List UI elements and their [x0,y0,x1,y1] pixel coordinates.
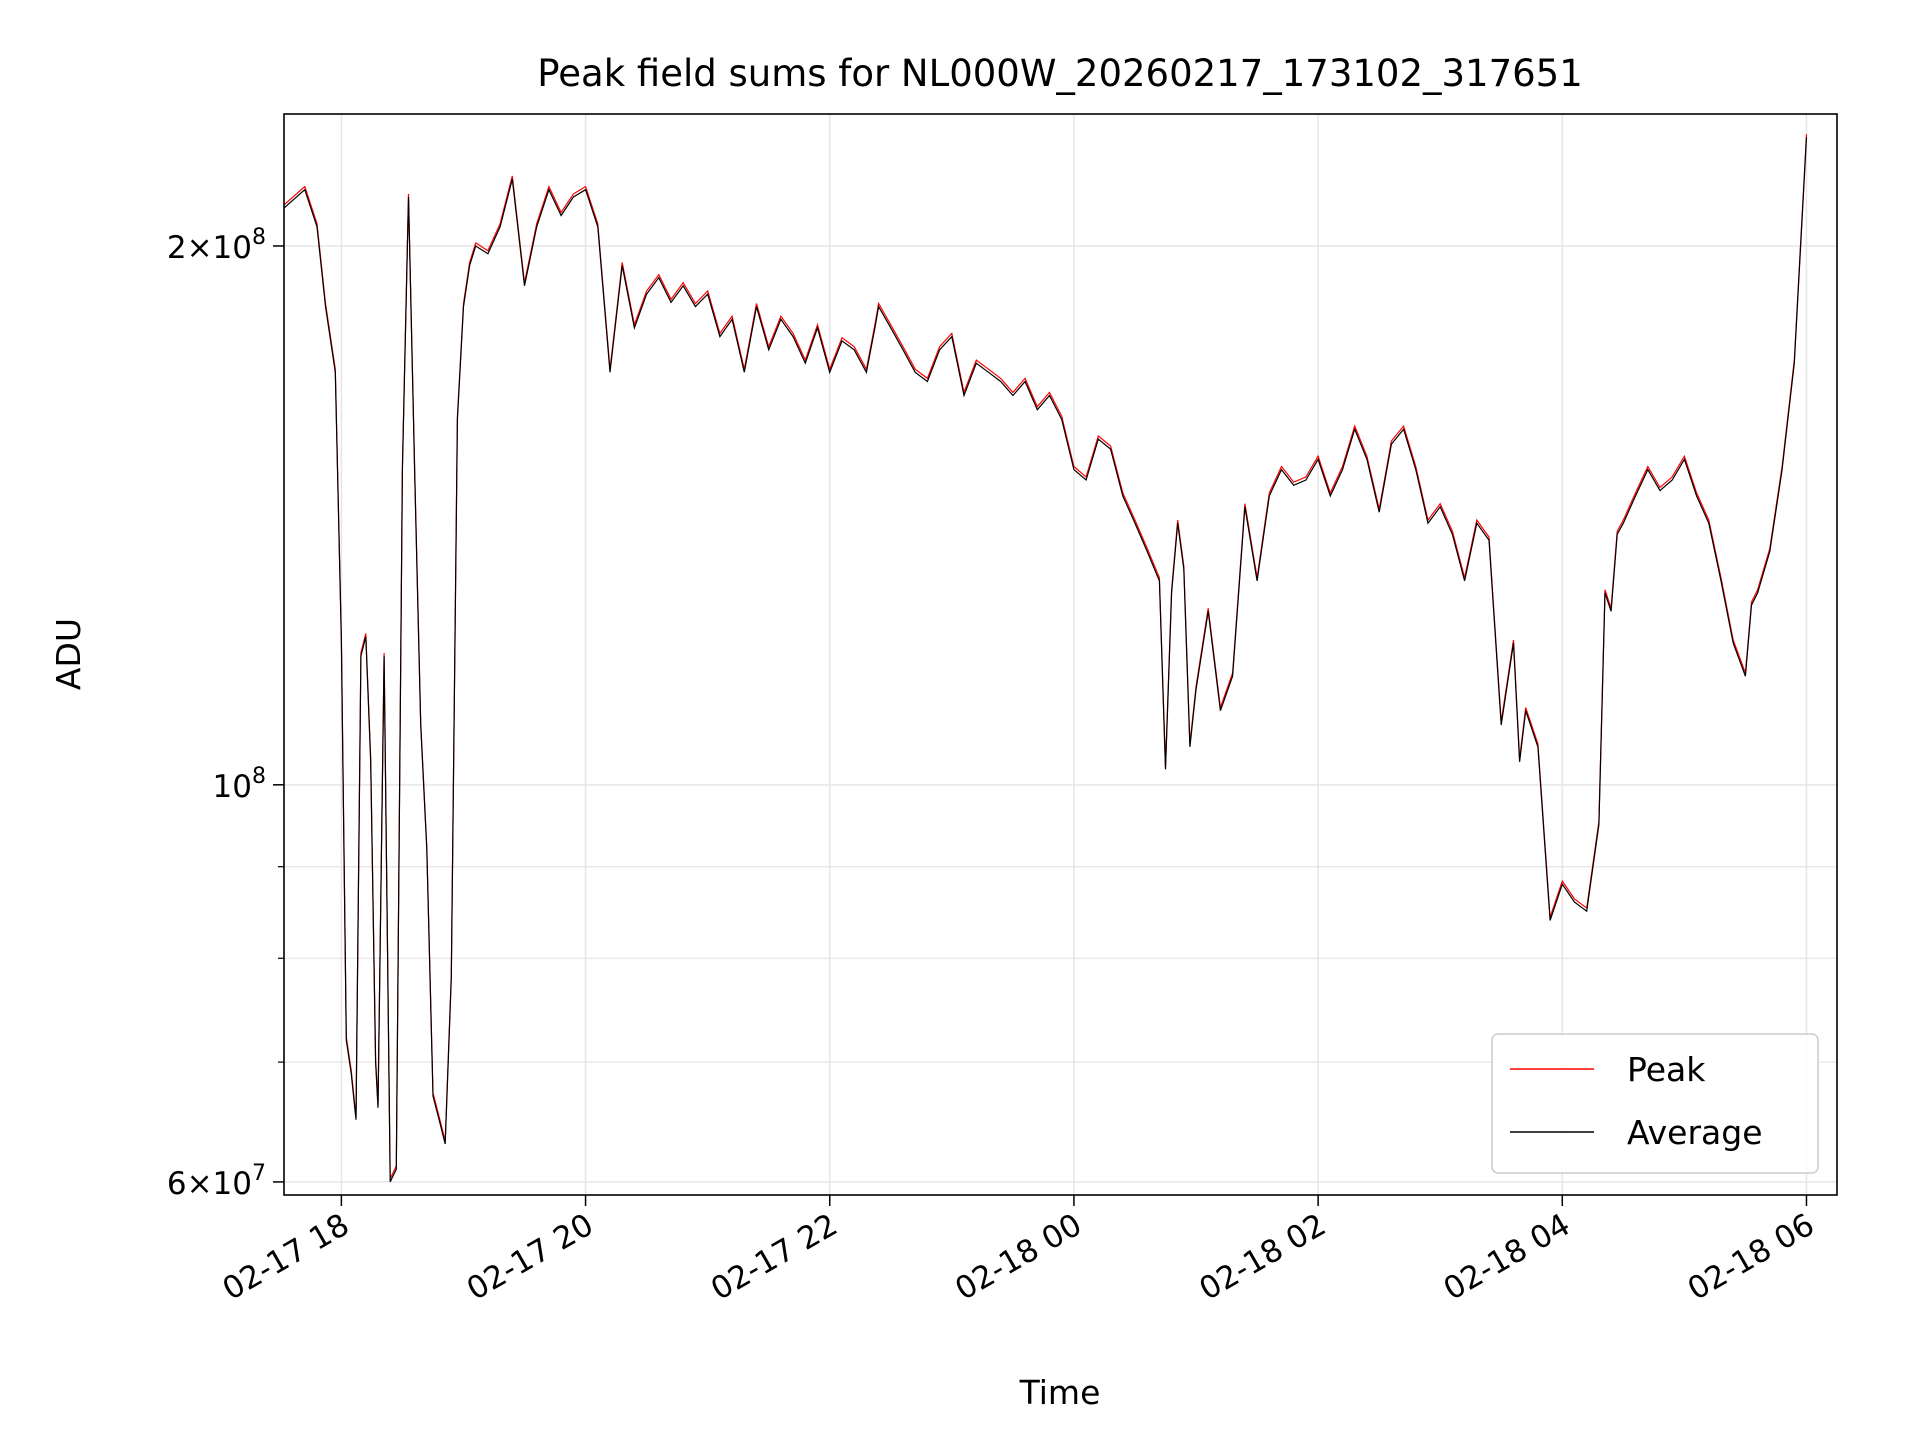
x-tick-label: 02-17 18 [217,1207,356,1308]
x-tick-label: 02-18 02 [1193,1207,1332,1308]
series-peak-line [284,134,1808,1180]
x-tick-label: 02-18 06 [1682,1207,1821,1308]
x-tick-label: 02-18 00 [949,1207,1088,1308]
plot-frame [283,113,1838,1196]
y-tick-label: 6×107 [167,1161,266,1202]
legend: Peak Average [1491,1033,1819,1174]
legend-average-label: Average [1627,1113,1763,1152]
y-tick-label: 108 [213,764,266,805]
grid-lines [284,114,1837,1195]
x-tick-label: 02-18 04 [1438,1207,1577,1308]
legend-peak-label: Peak [1627,1050,1706,1089]
y-tick-label: 2×108 [167,225,266,266]
x-tick-label: 02-17 20 [461,1207,600,1308]
chart-title: Peak field sums for NL000W_20260217_1731… [537,52,1582,95]
x-tick-label: 02-17 22 [705,1207,844,1308]
y-axis-label: ADU [49,618,88,690]
series-average-line [284,137,1808,1183]
x-axis-label: Time [1019,1373,1101,1412]
